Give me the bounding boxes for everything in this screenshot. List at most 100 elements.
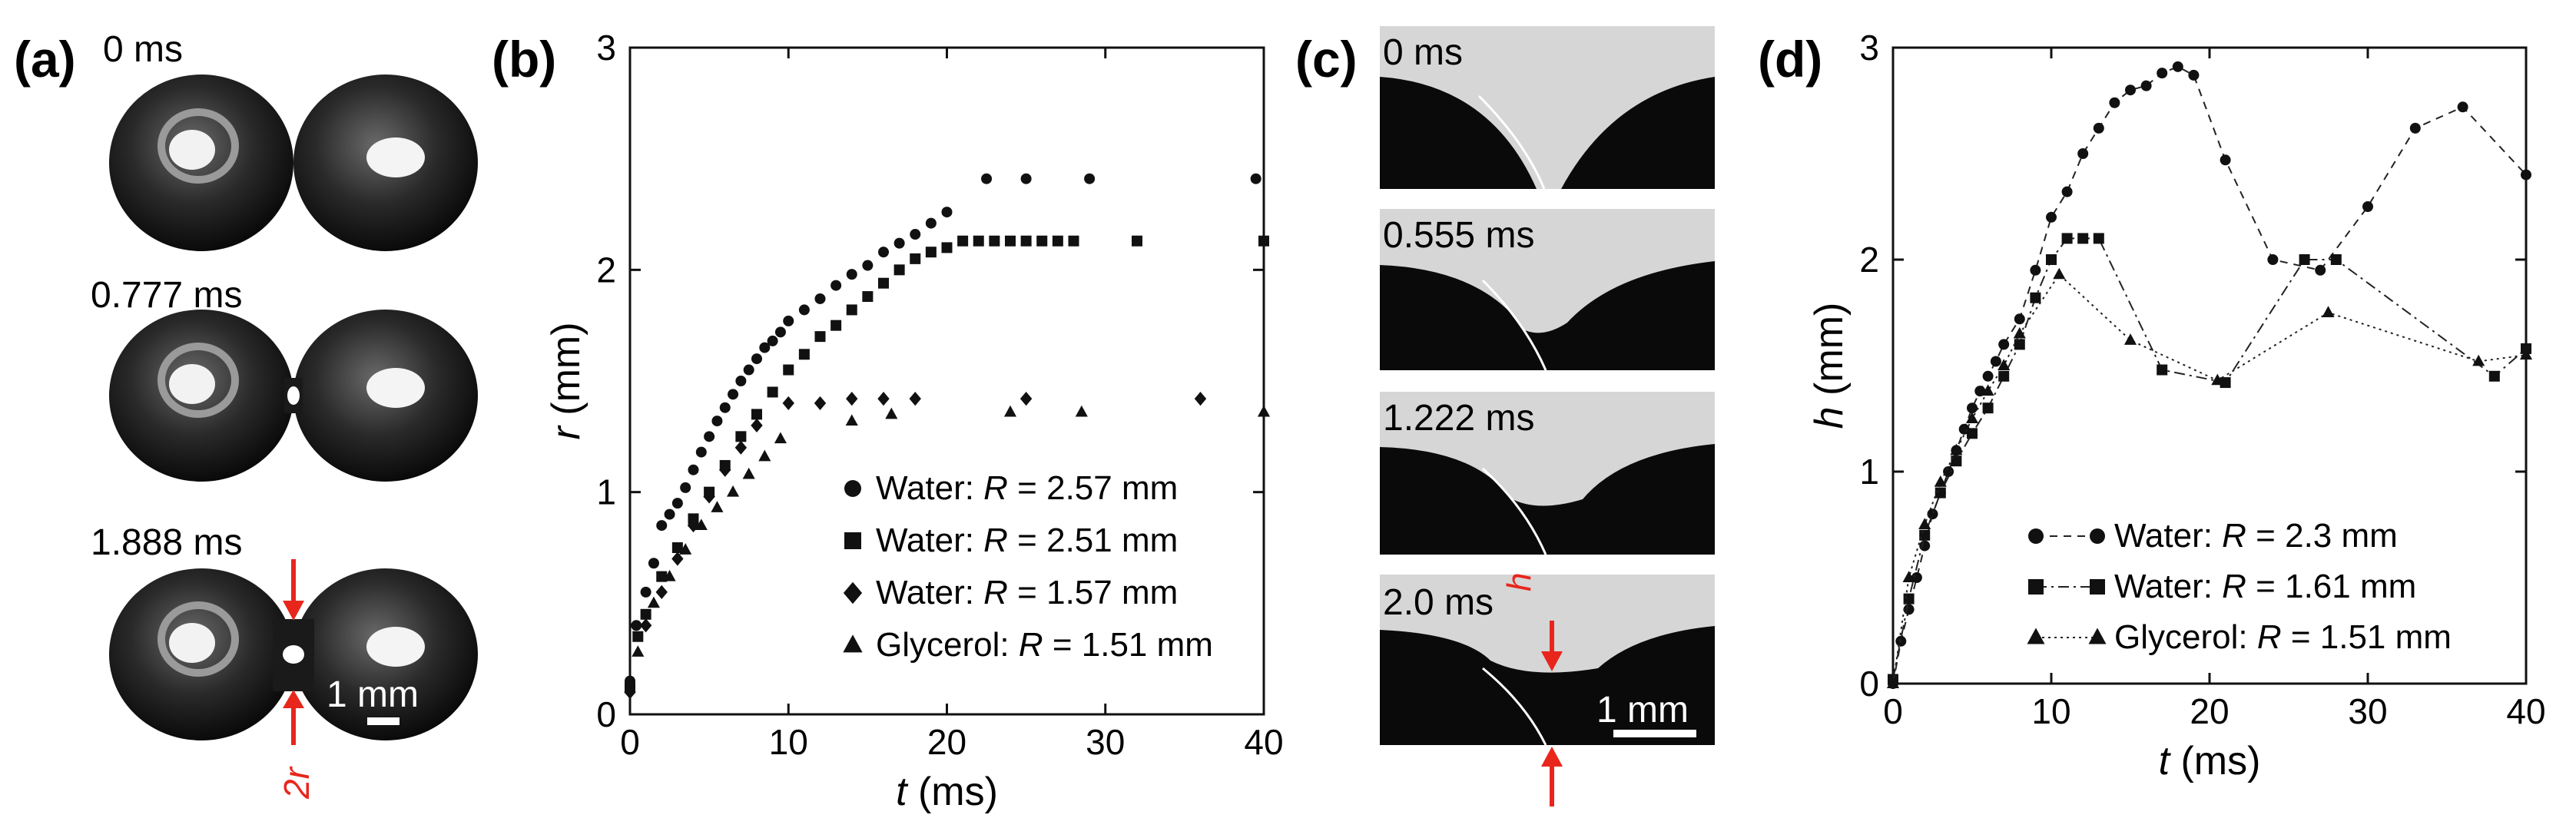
frame-time-c-2: 1.222 ms	[1383, 398, 1534, 439]
data-point-d-0	[1903, 604, 1915, 615]
data-point-b-1	[632, 631, 644, 642]
data-point-b-1	[973, 235, 984, 247]
legend-label-b-0: Water: R = 2.57 mm	[876, 469, 1178, 507]
data-point-d-1	[2061, 233, 2073, 244]
data-point-b-1	[1036, 235, 1048, 247]
arrow-h-top	[1541, 621, 1563, 671]
data-point-b-1	[925, 247, 937, 258]
data-point-b-0	[830, 280, 842, 291]
y-tick-label-b: 0	[596, 694, 616, 734]
data-point-d-1	[1982, 402, 1994, 414]
data-point-b-1	[830, 320, 842, 331]
legend-label-b-3: Glycerol: R = 1.51 mm	[876, 626, 1213, 664]
data-point-d-1	[2299, 254, 2310, 265]
data-point-b-1	[910, 253, 921, 264]
data-point-b-1	[862, 291, 874, 303]
data-point-d-0	[2014, 313, 2025, 325]
data-point-b-3	[632, 645, 645, 657]
data-point-d-0	[1998, 339, 2010, 350]
data-point-d-0	[2061, 186, 2073, 197]
panel-b: (b) 0 10 20 30 40 0 1 2 3 t (ms) r (mm) Water: R = …	[492, 28, 1284, 814]
data-point-d-2	[1886, 677, 1900, 688]
data-point-d-1	[1998, 370, 2010, 382]
y-axis-label-b: r (mm)	[544, 322, 588, 439]
data-point-d-0	[1943, 466, 1954, 477]
series-b-2	[624, 392, 1207, 700]
data-point-b-0	[981, 173, 993, 184]
series-d-1	[1888, 233, 2531, 685]
scale-bar-c	[1613, 730, 1696, 737]
data-point-d-2	[1981, 384, 1994, 396]
data-point-b-0	[719, 402, 731, 413]
data-point-d-1	[2488, 370, 2500, 382]
data-point-b-2	[751, 418, 763, 432]
series-line-d-2	[1892, 273, 2527, 684]
series-d-2	[1886, 267, 2533, 688]
data-point-b-0	[664, 508, 675, 520]
data-point-b-1	[893, 264, 905, 276]
data-point-b-0	[774, 326, 786, 338]
data-point-b-0	[798, 304, 810, 316]
data-point-b-2	[734, 440, 748, 455]
data-point-b-0	[862, 260, 874, 271]
y-tick-label-b: 2	[596, 250, 616, 290]
data-point-d-2	[2472, 354, 2485, 366]
data-point-b-2	[846, 392, 858, 406]
data-point-b-1	[671, 542, 683, 553]
data-point-b-1	[767, 386, 778, 398]
data-point-d-1	[1903, 593, 1915, 604]
data-point-b-3	[711, 501, 724, 512]
data-point-b-0	[814, 293, 826, 304]
data-point-b-0	[704, 431, 715, 442]
data-point-b-3	[742, 467, 755, 479]
data-point-d-0	[2267, 254, 2279, 265]
data-point-b-3	[695, 518, 708, 531]
panel-label-d: (d)	[1758, 31, 1822, 88]
y-tick-label-b: 3	[596, 28, 616, 68]
arrow-2r-top	[283, 559, 304, 621]
data-point-b-0	[735, 376, 747, 386]
panel-label-b: (b)	[492, 31, 556, 88]
data-point-d-1	[2030, 292, 2041, 303]
frame-time-c-0: 0 ms	[1383, 32, 1463, 73]
y-axis-label-d: h (mm)	[1807, 303, 1852, 429]
data-point-d-0	[2315, 264, 2326, 276]
data-point-b-3	[679, 543, 692, 555]
data-point-d-1	[2220, 377, 2231, 389]
x-tick-label-d: 30	[2348, 691, 2387, 731]
data-point-d-0	[1967, 402, 1978, 414]
frame-c-2: 1.222 ms	[1380, 392, 1715, 555]
x-tick-label-d: 0	[1883, 691, 1903, 731]
data-point-b-2	[624, 684, 636, 700]
data-point-b-3	[1075, 405, 1088, 417]
data-point-b-0	[783, 315, 794, 326]
y-tick-label-d: 0	[1859, 664, 1879, 704]
data-point-d-0	[2109, 97, 2120, 108]
arrow-h-bottom	[1541, 747, 1563, 807]
panel-label-c: (c)	[1295, 31, 1358, 88]
data-point-b-1	[783, 364, 794, 376]
frame-c-0: 0 ms	[1380, 26, 1715, 190]
data-point-b-2	[877, 392, 890, 406]
x-axis-label-d: t (ms)	[2159, 739, 2261, 783]
data-point-b-0	[759, 342, 771, 353]
data-point-d-1	[1934, 487, 1946, 498]
data-point-d-0	[1982, 370, 1994, 382]
data-point-d-1	[2046, 254, 2057, 265]
x-tick-label-d: 40	[2506, 691, 2545, 731]
data-point-d-0	[2030, 264, 2041, 276]
legend-marker-b-1	[844, 532, 861, 549]
panel-c: (c) 0 ms 0.555 ms 1.222 ms 2.	[1295, 26, 1715, 807]
data-point-b-2	[814, 396, 827, 411]
annotation-2r: 2r	[277, 766, 317, 800]
data-point-b-0	[640, 586, 651, 598]
data-point-d-2	[2519, 348, 2533, 360]
legend-label-b-2: Water: R = 1.57 mm	[876, 574, 1178, 611]
data-point-b-3	[1003, 405, 1017, 417]
data-point-b-2	[655, 585, 668, 599]
panel-a: (a) 0 ms 0.777 ms 1.888 ms	[14, 29, 478, 800]
data-point-b-1	[878, 277, 889, 289]
data-point-b-0	[671, 498, 683, 509]
chart-d: 0 10 20 30 40 0 1 2 3 t (ms) h (mm) Water: R = 2.3 …	[1807, 28, 2546, 783]
